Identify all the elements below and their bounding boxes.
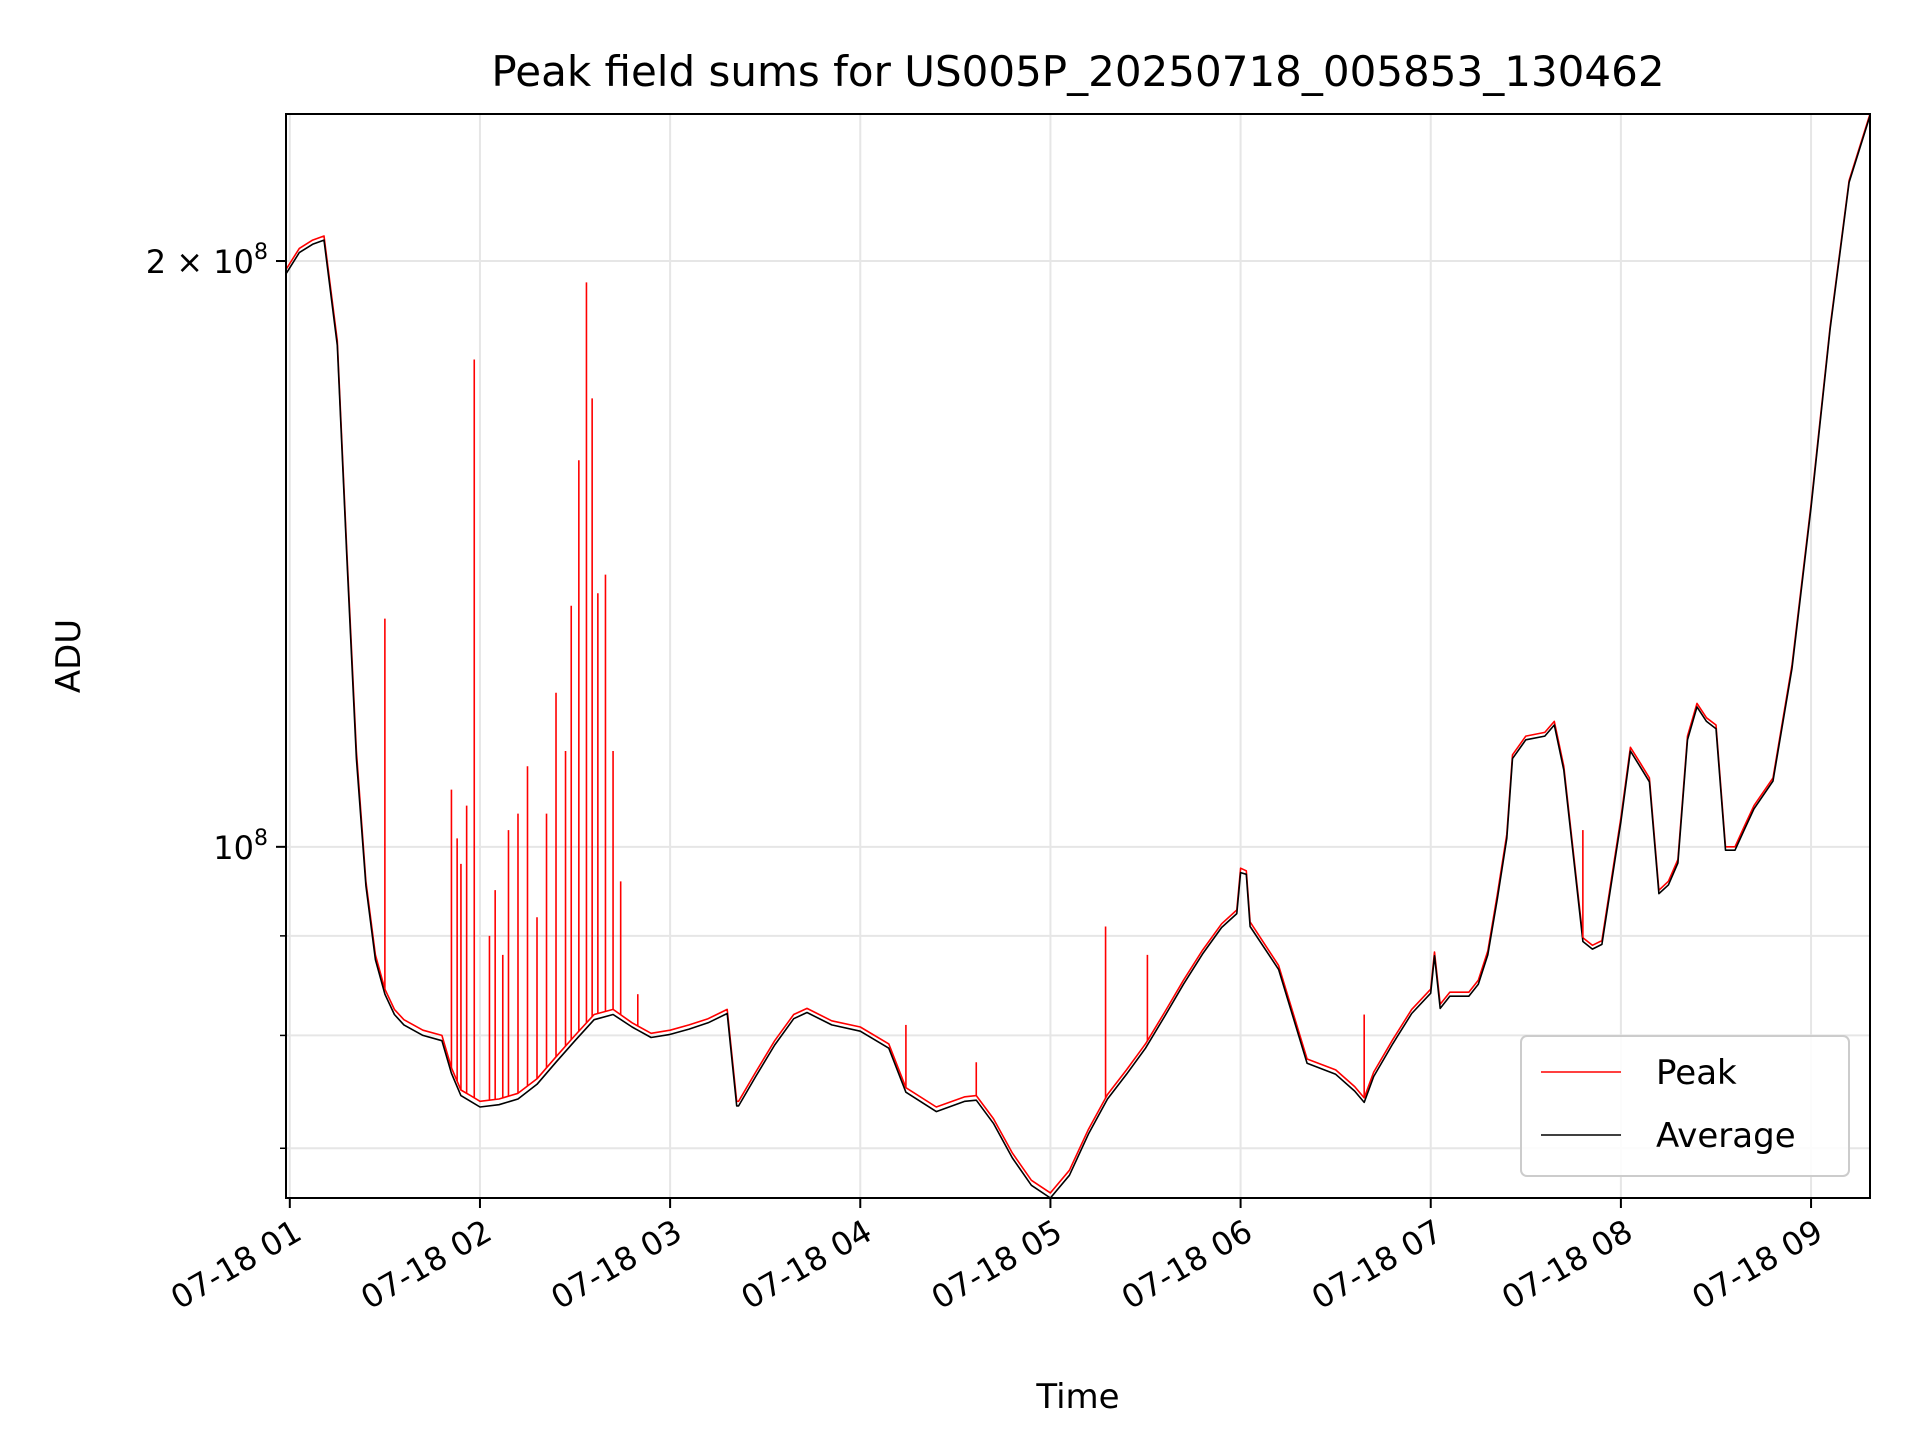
y-tick-label: 2 × 108: [146, 240, 268, 281]
y-axis-label: ADU: [49, 619, 89, 693]
y-tick-coefficient: 2 ×: [146, 243, 214, 281]
series-layer: [285, 113, 1871, 1199]
legend-peak-label: Peak: [1656, 1053, 1737, 1093]
y-tick-base: 10: [213, 829, 254, 867]
legend-box: [1520, 1035, 1850, 1177]
y-tick-exponent: 8: [254, 826, 268, 851]
y-tick-base: 10: [213, 243, 254, 281]
y-tick-exponent: 8: [254, 240, 268, 265]
legend-average-label: Average: [1656, 1116, 1796, 1156]
chart-title: Peak field sums for US005P_20250718_0058…: [491, 47, 1664, 96]
y-tick-label: 108: [213, 826, 268, 867]
x-axis-label: Time: [1035, 1377, 1119, 1417]
legend: Peak Average: [1520, 1035, 1850, 1177]
average-series-line: [285, 115, 1871, 1199]
plot-frame: [285, 113, 1871, 1199]
